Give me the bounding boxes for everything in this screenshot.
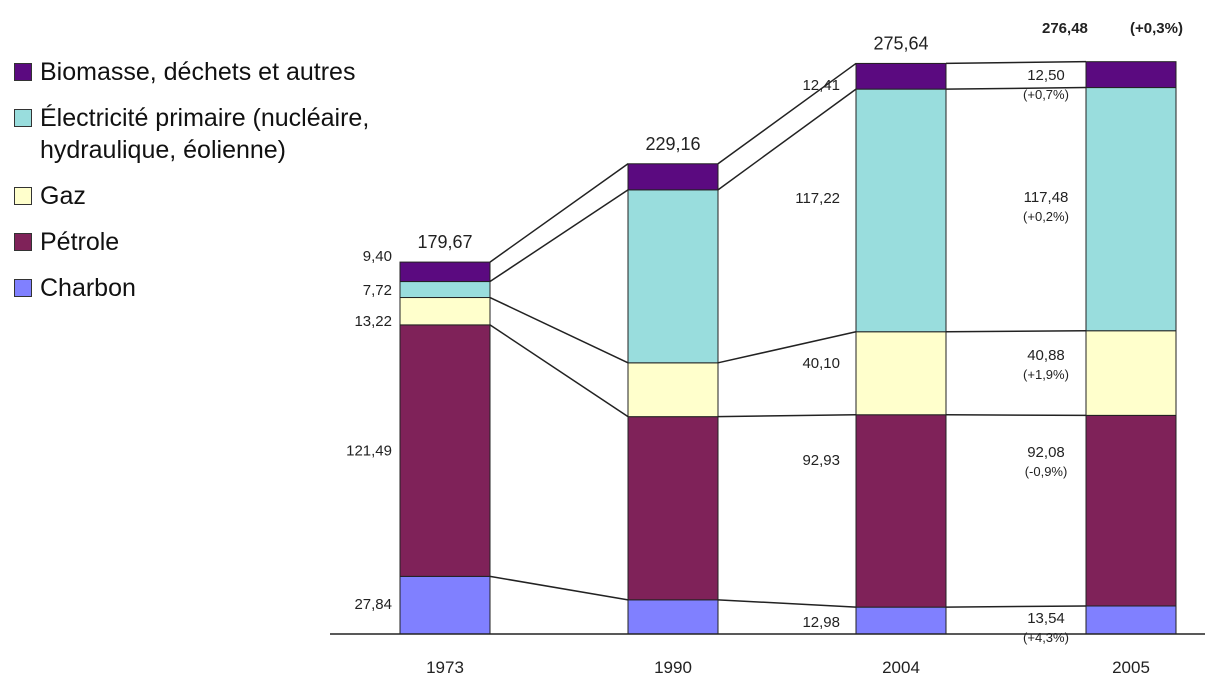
bar-2005-biomasse — [1085, 61, 1177, 89]
value-label-2005-biomasse-change: (+0,7%) — [1023, 87, 1069, 102]
bar-1990-électricité — [627, 189, 719, 364]
bar-2004-pétrole — [855, 414, 947, 608]
connector-line — [717, 62, 857, 165]
legend-label-biomasse: Biomasse, déchets et autres — [40, 58, 356, 86]
bar-2005-pétrole — [1085, 414, 1177, 607]
connector-line — [717, 331, 857, 364]
value-label-2004-electricite: 117,22 — [795, 190, 840, 207]
legend-item-charbon: Charbon — [14, 272, 374, 304]
value-label-2005-gaz-change: (+1,9%) — [1023, 367, 1069, 382]
legend-item-electricite: Électricité primaire (nucléaire, hydraul… — [14, 102, 374, 166]
connector-line — [717, 88, 857, 191]
bar-1973-pétrole — [399, 324, 491, 577]
connector-line — [717, 414, 857, 418]
bar-2004-biomasse — [855, 62, 947, 90]
value-label-2005-charbon: 13,54 — [1027, 610, 1065, 627]
value-label-1973-gaz: 13,22 — [354, 313, 392, 330]
legend-item-biomasse: Biomasse, déchets et autres — [14, 56, 374, 88]
bar-1973-charbon — [399, 575, 491, 635]
legend-label-electricite: Électricité primaire (nucléaire, hydraul… — [40, 104, 370, 164]
total-label-1990: 229,16 — [645, 134, 700, 154]
x-tick-label-1990: 1990 — [654, 658, 692, 677]
connector-line — [489, 324, 629, 418]
connector-line — [945, 86, 1087, 90]
legend-label-petrole: Pétrole — [40, 228, 120, 256]
legend-label-charbon: Charbon — [40, 274, 136, 302]
bar-1973-biomasse — [399, 261, 491, 283]
bar-1990-gaz — [627, 362, 719, 418]
connector-line — [945, 605, 1087, 608]
connector-line — [945, 414, 1087, 417]
connector-line — [945, 329, 1087, 333]
value-label-2005-biomasse: 12,50 — [1027, 67, 1065, 84]
bar-2004-charbon — [855, 606, 947, 635]
total-label-2005: 276,48 — [1042, 20, 1088, 37]
value-label-1973-petrole: 121,49 — [346, 443, 392, 460]
x-tick-label-2004: 2004 — [882, 658, 920, 677]
x-tick-label-2005: 2005 — [1112, 658, 1150, 677]
total-change-label-2005: (+0,3%) — [1130, 20, 1183, 37]
legend-label-gaz: Gaz — [40, 182, 86, 210]
value-label-2005-petrole-change: (-0,9%) — [1025, 464, 1068, 479]
value-label-1973-electricite: 7,72 — [363, 282, 392, 299]
connector-line — [945, 60, 1087, 65]
value-label-2005-gaz: 40,88 — [1027, 347, 1065, 364]
value-label-2005-electricite: 117,48 — [1024, 189, 1069, 206]
bar-1973-gaz — [399, 297, 491, 326]
connector-line — [489, 575, 629, 601]
legend-swatch-petrole — [14, 233, 32, 251]
value-label-2004-gaz: 40,10 — [802, 355, 840, 372]
legend-swatch-electricite — [14, 109, 32, 127]
connector-line — [717, 599, 857, 608]
bar-2004-gaz — [855, 331, 947, 416]
value-label-1973-biomasse: 9,40 — [363, 248, 392, 265]
legend-swatch-charbon — [14, 279, 32, 297]
total-label-1973: 179,67 — [417, 232, 472, 252]
value-label-2004-biomasse: 12,41 — [802, 77, 840, 94]
connector-line — [489, 163, 629, 263]
value-label-1973-charbon: 27,84 — [354, 596, 392, 613]
bar-1990-charbon — [627, 599, 719, 635]
bar-2004-électricité — [855, 88, 947, 333]
x-tick-label-1973: 1973 — [426, 658, 464, 677]
value-label-2005-charbon-change: (+4,3%) — [1023, 630, 1069, 645]
bar-2005-charbon — [1085, 605, 1177, 635]
bar-1990-pétrole — [627, 416, 719, 601]
bar-2005-gaz — [1085, 330, 1177, 416]
legend-item-petrole: Pétrole — [14, 226, 374, 258]
legend-swatch-gaz — [14, 187, 32, 205]
value-label-2005-electricite-change: (+0,2%) — [1023, 209, 1069, 224]
legend-swatch-biomasse — [14, 63, 32, 81]
bar-1990-biomasse — [627, 163, 719, 191]
value-label-2004-petrole: 92,93 — [802, 452, 840, 469]
legend: Biomasse, déchets et autres Électricité … — [14, 56, 374, 318]
bar-2005-électricité — [1085, 87, 1177, 332]
connector-line — [489, 296, 629, 364]
connector-line — [489, 189, 629, 283]
value-label-2005-petrole: 92,08 — [1027, 444, 1065, 461]
legend-item-gaz: Gaz — [14, 180, 374, 212]
bar-1973-électricité — [399, 281, 491, 299]
value-label-2004-charbon: 12,98 — [802, 614, 840, 631]
total-label-2004: 275,64 — [873, 33, 928, 53]
